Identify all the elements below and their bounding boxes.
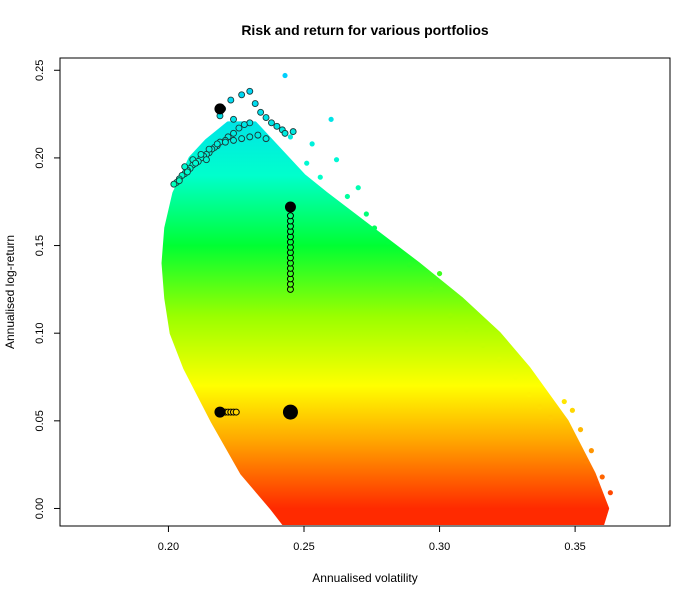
outlier-point xyxy=(407,262,413,268)
frontier-point xyxy=(230,115,237,123)
chart-title: Risk and return for various portfolios xyxy=(241,22,489,38)
outlier-point xyxy=(355,185,361,191)
outlier-point xyxy=(304,160,310,166)
portfolio-cloud xyxy=(161,121,610,525)
highlight-point xyxy=(282,404,298,420)
outlier-point xyxy=(496,356,502,363)
frontier-point xyxy=(289,128,297,136)
frontier-point xyxy=(281,129,289,137)
frontier-point xyxy=(254,131,262,139)
frontier-point xyxy=(262,135,270,143)
frontier-point xyxy=(251,100,259,108)
frontier-point xyxy=(238,135,246,143)
x-axis: 0.20 0.25 0.30 0.35 xyxy=(158,525,586,553)
outlier-point xyxy=(607,490,613,496)
y-tick-label: 0.20 xyxy=(34,147,46,168)
vertical-segment-point xyxy=(286,212,294,220)
highlight-point xyxy=(214,406,226,418)
highlight-point xyxy=(214,103,226,115)
frontier-point xyxy=(192,159,200,167)
data-marks xyxy=(170,72,613,496)
outlier-point xyxy=(385,239,391,245)
x-tick-label: 0.35 xyxy=(564,541,585,553)
outlier-point xyxy=(287,134,294,140)
outlier-point xyxy=(537,404,543,410)
outlier-point xyxy=(526,391,532,398)
y-axis-label: Annualised log-return xyxy=(3,235,17,349)
frontier-point xyxy=(230,136,237,144)
outlier-point xyxy=(428,286,435,292)
frontier-point xyxy=(238,91,246,99)
frontier-point xyxy=(213,140,221,148)
outlier-point xyxy=(328,116,334,122)
frontier-point xyxy=(197,150,205,158)
frontier-point xyxy=(181,163,189,171)
x-tick-label: 0.30 xyxy=(429,541,450,553)
x-tick-label: 0.20 xyxy=(158,541,179,553)
y-axis: 0.00 0.05 0.10 0.15 0.20 0.25 xyxy=(34,60,61,519)
outlier-point xyxy=(577,426,584,433)
outlier-point xyxy=(569,407,576,413)
outlier-point xyxy=(588,448,594,454)
frontier-point xyxy=(273,122,281,130)
frontier-point xyxy=(268,119,275,127)
outlier-point xyxy=(447,313,453,319)
outlier-point xyxy=(583,458,589,464)
frontier-point xyxy=(257,108,265,116)
outlier-point xyxy=(436,270,443,277)
outlier-point xyxy=(599,474,605,480)
frontier-point xyxy=(221,138,229,146)
y-tick-label: 0.15 xyxy=(34,235,46,256)
highlight-point xyxy=(284,201,296,213)
frontier-point xyxy=(227,96,235,104)
outlier-point xyxy=(282,72,288,79)
frontier-point xyxy=(235,124,243,132)
outlier-point xyxy=(363,211,369,217)
x-tick-label: 0.25 xyxy=(293,541,314,553)
frontier-point xyxy=(246,87,254,95)
x-axis-label: Annualised volatility xyxy=(312,571,417,585)
y-tick-label: 0.25 xyxy=(34,60,46,81)
y-tick-label: 0.05 xyxy=(34,410,46,431)
frontier-point xyxy=(183,168,191,176)
frontier-point xyxy=(246,133,254,141)
frontier-point xyxy=(230,129,237,137)
outlier-point xyxy=(561,398,567,405)
horizontal-segment-point xyxy=(232,408,240,416)
frontier-point xyxy=(205,145,213,153)
outlier-point xyxy=(371,225,378,231)
outlier-point xyxy=(512,374,519,380)
frontier-point xyxy=(202,156,210,164)
outlier-point xyxy=(317,174,323,180)
y-tick-label: 0.10 xyxy=(34,322,46,343)
frontier-point xyxy=(170,180,178,188)
y-tick-label: 0.00 xyxy=(34,498,46,519)
frontier-point xyxy=(175,177,183,185)
frontier-point xyxy=(262,114,270,122)
outlier-point xyxy=(464,327,470,333)
outlier-point xyxy=(344,193,350,200)
outlier-point xyxy=(480,342,486,349)
outlier-point xyxy=(594,481,600,487)
outlier-point xyxy=(548,414,554,420)
frontier-point xyxy=(240,121,248,129)
outlier-point xyxy=(333,157,340,163)
portfolio-cloud-area xyxy=(161,121,610,525)
outlier-point xyxy=(309,141,315,147)
